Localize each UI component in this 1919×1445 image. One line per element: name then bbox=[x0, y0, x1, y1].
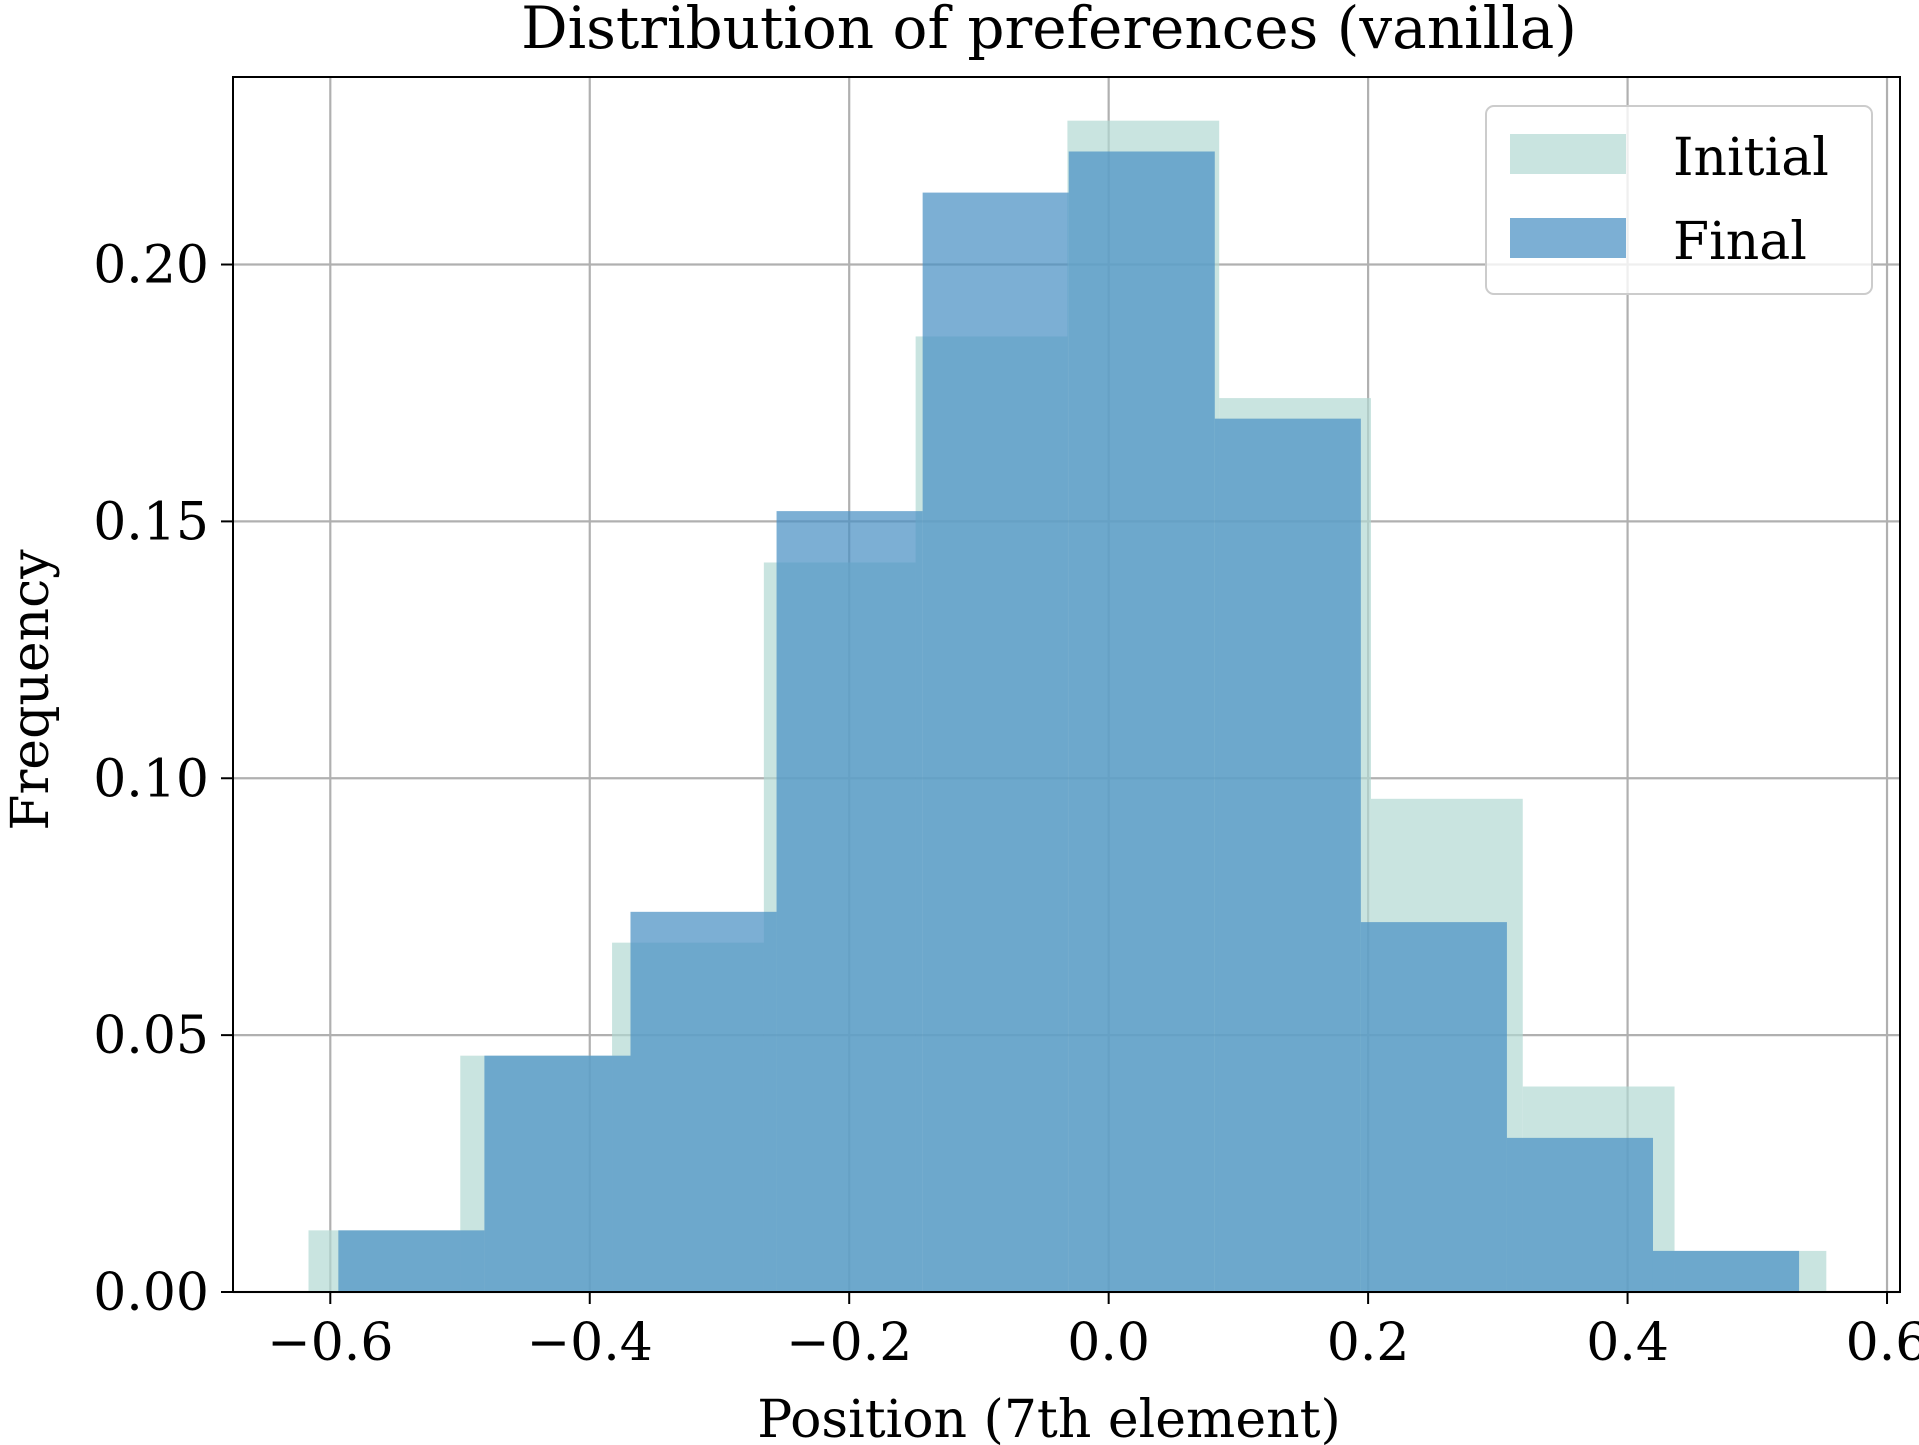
y-tick-label: 0.15 bbox=[93, 492, 209, 552]
x-tick-label: −0.4 bbox=[527, 1313, 653, 1373]
series-final bbox=[338, 151, 1800, 1293]
bar-final bbox=[1506, 1137, 1653, 1292]
legend-label-final: Final bbox=[1673, 212, 1807, 272]
y-tick-label: 0.10 bbox=[93, 749, 209, 809]
bar-final bbox=[1068, 151, 1215, 1293]
bar-final bbox=[1652, 1250, 1800, 1292]
legend-label-initial: Initial bbox=[1673, 128, 1829, 188]
bar-final bbox=[630, 911, 777, 1292]
x-tick-label: 0.2 bbox=[1327, 1313, 1410, 1373]
x-tick-label: 0.0 bbox=[1067, 1313, 1150, 1373]
y-tick-label: 0.00 bbox=[93, 1263, 209, 1323]
x-tick-label: 0.4 bbox=[1586, 1313, 1669, 1373]
y-tick-label: 0.20 bbox=[93, 236, 209, 296]
chart-title: Distribution of preferences (vanilla) bbox=[521, 0, 1577, 62]
bar-final bbox=[1214, 418, 1361, 1292]
bar-final bbox=[776, 511, 923, 1292]
x-axis-label: Position (7th element) bbox=[757, 1390, 1341, 1445]
axis-ticks: −0.6 −0.4 −0.2 0.0 0.2 0.4 0.6 0.00 0.05 0.10 0.15… bbox=[93, 236, 1919, 1373]
plot-frame bbox=[232, 76, 1901, 1293]
x-tick-label: 0.6 bbox=[1846, 1313, 1919, 1373]
y-axis-label: Frequency bbox=[1, 549, 61, 831]
y-tick-label: 0.05 bbox=[93, 1006, 209, 1066]
bar-final bbox=[484, 1055, 631, 1292]
bars bbox=[308, 120, 1827, 1293]
bar-final bbox=[338, 1230, 485, 1292]
x-tick-label: −0.2 bbox=[786, 1313, 912, 1373]
bar-final bbox=[922, 192, 1069, 1293]
bar-final bbox=[1360, 922, 1507, 1292]
legend: Initial Final bbox=[1485, 105, 1873, 295]
legend-swatch-initial bbox=[1510, 134, 1626, 174]
legend-swatch-final bbox=[1510, 218, 1626, 258]
x-tick-label: −0.6 bbox=[267, 1313, 393, 1373]
